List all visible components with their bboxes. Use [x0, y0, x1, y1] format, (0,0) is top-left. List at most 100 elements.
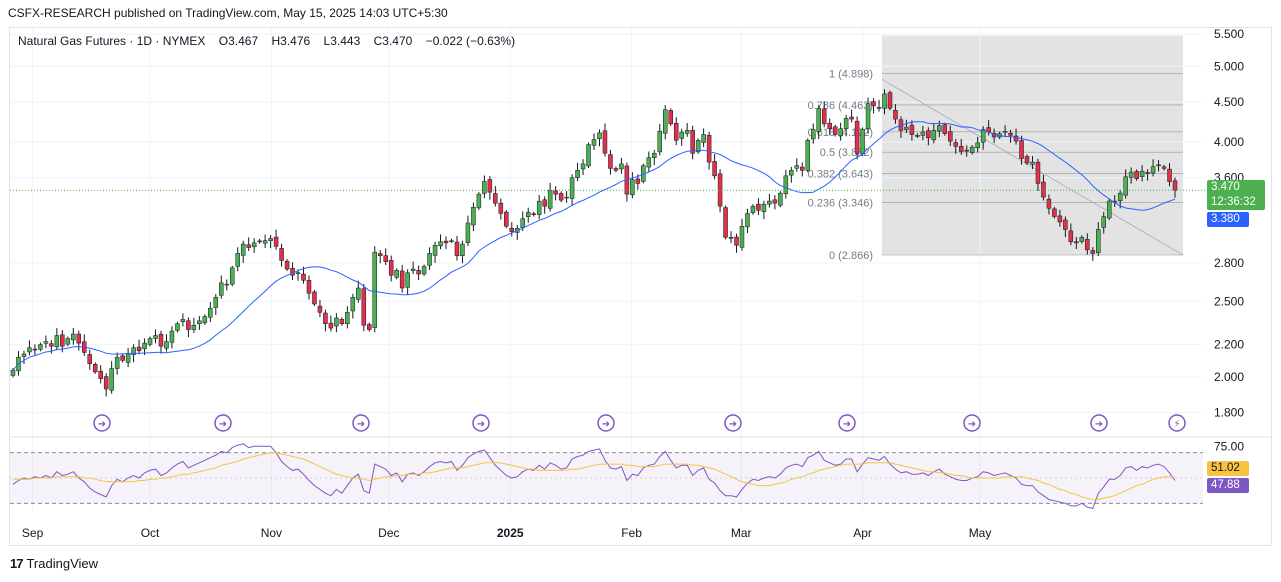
candle-body: [186, 320, 191, 330]
candle-body: [158, 333, 164, 347]
open-value: 3.467: [228, 34, 259, 48]
candle-body: [224, 283, 230, 286]
candle-body: [301, 273, 306, 281]
candle-body: [60, 334, 65, 347]
tradingview-logo[interactable]: 17 TradingView: [10, 556, 98, 571]
y-axis-tick-label: 4.000: [1214, 135, 1244, 149]
candle-body: [142, 342, 147, 350]
candle-body: [882, 93, 887, 109]
x-axis-tick-label: Feb: [621, 526, 642, 540]
event-glyph: ➜: [357, 419, 365, 430]
dividend-event-icon: [214, 414, 232, 432]
y-axis-tick-label: 2.500: [1214, 294, 1244, 308]
candle-body: [630, 179, 635, 196]
rsi-ma-value: 51.02: [1211, 462, 1240, 474]
fib-level-label: 0.5 (3.882): [820, 147, 873, 159]
candle-body: [854, 120, 860, 154]
candle-body: [564, 196, 569, 199]
candle-body: [476, 193, 482, 209]
event-glyph: ⚡: [1173, 419, 1180, 430]
candle-body: [849, 116, 854, 120]
x-axis-tick-label: May: [969, 526, 992, 540]
candle-body: [114, 356, 120, 369]
y-axis-tick-label: 5.500: [1214, 27, 1244, 41]
candle-body: [635, 178, 641, 184]
dividend-event-icon: [93, 414, 111, 432]
candle-body: [969, 146, 975, 153]
candle-body: [388, 260, 394, 276]
candle-body: [580, 163, 586, 170]
candle-body: [98, 370, 103, 379]
y-axis-tick-label: 2.000: [1214, 370, 1244, 384]
last-price-tag: 3.470 12:36:32: [1207, 180, 1265, 210]
candle-body: [356, 287, 361, 300]
candle-body: [1063, 219, 1068, 230]
tradingview-logo-icon: 17: [10, 556, 24, 571]
dividend-event-icon: [352, 414, 370, 432]
candle-body: [410, 268, 416, 271]
event-glyph: ➜: [98, 419, 106, 430]
candle-body: [438, 241, 443, 247]
candle-body: [1123, 176, 1128, 196]
candle-body: [1150, 166, 1156, 174]
candle-body: [619, 163, 624, 170]
candle-body: [240, 243, 246, 256]
event-glyph: ➜: [219, 419, 227, 430]
candle-body: [1008, 132, 1013, 136]
low-value: 3.443: [330, 34, 361, 48]
candle-body: [246, 244, 251, 248]
candle-body: [876, 107, 882, 109]
rsi-line: [12, 443, 1176, 509]
candle-body: [421, 266, 427, 275]
event-glyph: ➜: [968, 419, 976, 430]
x-axis-tick-label: 2025: [497, 526, 524, 540]
candle-body: [509, 228, 515, 232]
fib-level-label: 0.382 (3.643): [808, 169, 873, 181]
candle-body: [109, 368, 114, 391]
candle-body: [498, 202, 504, 214]
candle-body: [520, 218, 525, 228]
candle-body: [399, 270, 405, 289]
candle-body: [1172, 180, 1178, 191]
event-glyph: ➜: [1095, 419, 1103, 430]
candle-body: [926, 130, 931, 139]
ma-price-tag: 3.380: [1207, 212, 1249, 227]
x-axis-tick-label: Oct: [141, 526, 160, 540]
rsi-value: 47.88: [1211, 479, 1240, 491]
candle-body: [920, 131, 926, 136]
candle-body: [980, 129, 986, 143]
candle-body: [103, 376, 109, 390]
candle-body: [1035, 161, 1041, 184]
dividend-event-icon: [472, 414, 490, 432]
candle-body: [986, 127, 991, 133]
candle-body: [339, 319, 345, 324]
candle-body: [1090, 250, 1096, 254]
candle-body: [953, 142, 959, 147]
candle-body: [306, 280, 312, 294]
candle-body: [120, 355, 125, 361]
candle-body: [32, 348, 38, 351]
candle-body: [416, 270, 421, 275]
candle-body: [1019, 140, 1024, 159]
candle-body: [816, 107, 821, 132]
candle-body: [827, 122, 832, 129]
candle-body: [460, 243, 465, 256]
candle-body: [1041, 181, 1046, 198]
candle-body: [673, 122, 679, 141]
candle-body: [372, 251, 378, 328]
candle-body: [43, 341, 49, 344]
candle-body: [800, 166, 805, 171]
candle-body: [772, 199, 778, 204]
candle-body: [871, 101, 876, 107]
candle-body: [821, 108, 827, 125]
candle-body: [317, 305, 323, 313]
candle-body: [279, 248, 284, 261]
candle-body: [525, 212, 531, 217]
candle-body: [975, 142, 980, 149]
candle-body: [175, 323, 180, 331]
candle-body: [958, 146, 964, 152]
dividend-event-icon: [597, 414, 615, 432]
candle-body: [273, 236, 279, 247]
candle-body: [865, 103, 871, 130]
